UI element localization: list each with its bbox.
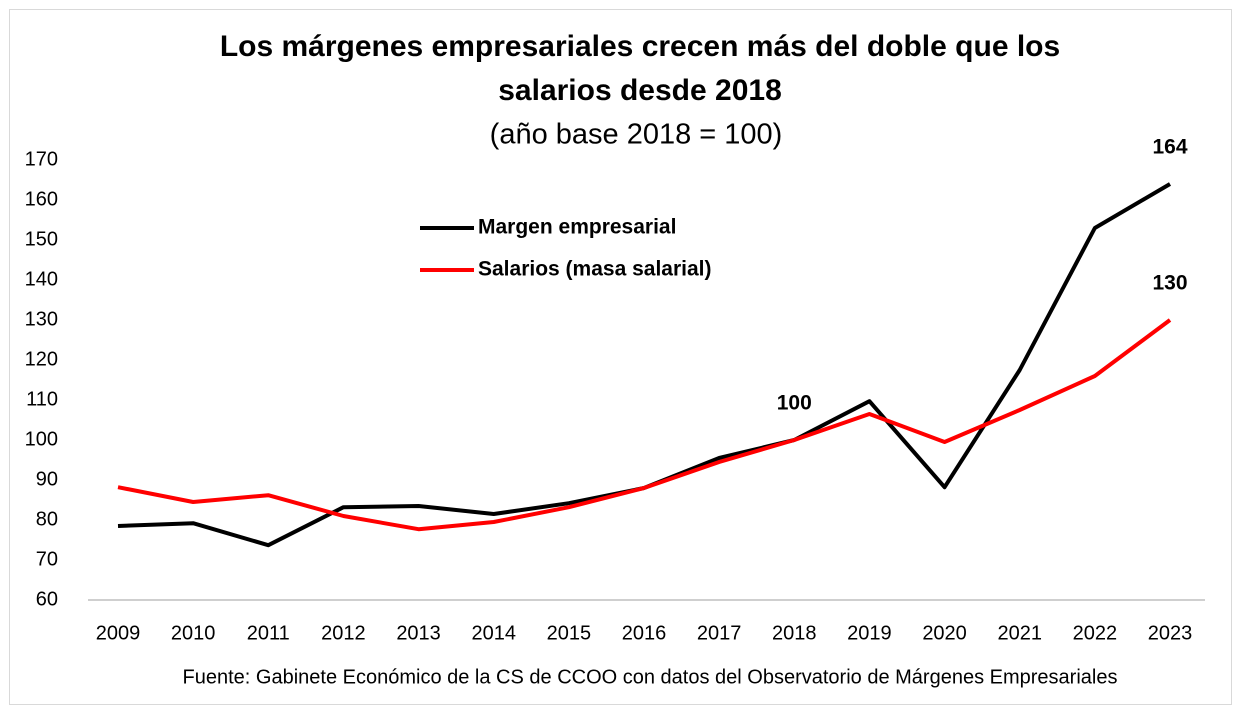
y-tick-label: 80 (36, 508, 58, 530)
x-tick-label: 2010 (171, 622, 216, 644)
y-tick-label: 130 (25, 308, 58, 330)
source-note: Fuente: Gabinete Económico de la CS de C… (183, 666, 1118, 688)
x-tick-label: 2016 (622, 622, 667, 644)
x-tick-label: 2012 (321, 622, 366, 644)
x-tick-label: 2018 (772, 622, 817, 644)
y-tick-label: 140 (25, 268, 58, 290)
x-tick-label: 2021 (997, 622, 1042, 644)
chart-title: Los márgenes empresariales crecen más de… (220, 30, 1060, 63)
y-tick-label: 150 (25, 228, 58, 250)
y-tick-label: 160 (25, 188, 58, 210)
y-tick-label: 110 (26, 388, 58, 410)
line-series (117, 318, 1172, 532)
x-tick-label: 2013 (396, 622, 441, 644)
data-label: 164 (1152, 136, 1187, 159)
x-tick-label: 2020 (922, 622, 967, 644)
y-tick-label: 120 (25, 348, 58, 370)
x-tick-label: 2019 (847, 622, 892, 644)
x-tick-label: 2023 (1148, 622, 1193, 644)
chart-subtitle: (año base 2018 = 100) (490, 119, 783, 151)
x-tick-label: 2015 (547, 622, 592, 644)
x-tick-label: 2022 (1073, 622, 1118, 644)
y-tick-label: 70 (36, 548, 58, 570)
data-label: 130 (1152, 272, 1187, 295)
chart-title: salarios desde 2018 (498, 74, 782, 107)
x-tick-label: 2017 (697, 622, 742, 644)
legend-label: Salarios (masa salarial) (478, 258, 711, 281)
y-tick-label: 170 (25, 148, 58, 170)
data-label: 100 (777, 392, 812, 415)
x-tick-label: 2011 (247, 622, 290, 644)
y-tick-label: 60 (36, 588, 58, 610)
x-tick-label: 2009 (96, 622, 141, 644)
y-tick-label: 90 (36, 468, 58, 490)
x-tick-label: 2014 (471, 622, 516, 644)
legend-label: Margen empresarial (478, 216, 676, 239)
y-tick-label: 100 (25, 428, 58, 450)
